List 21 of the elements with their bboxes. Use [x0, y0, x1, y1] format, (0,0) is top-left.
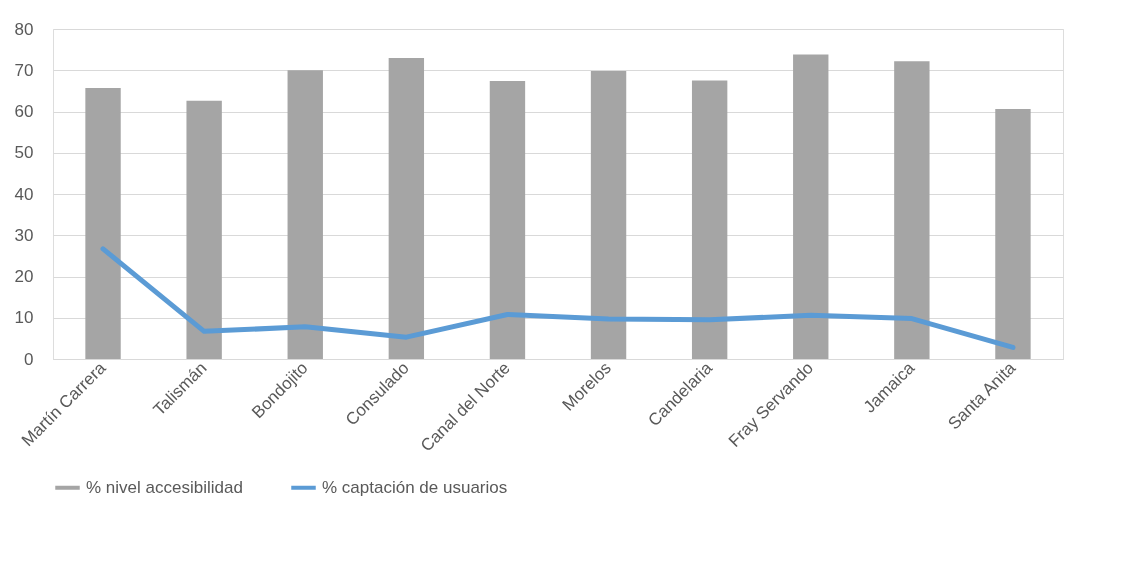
bar: [793, 54, 829, 359]
y-tick-label: 40: [14, 184, 34, 204]
y-tick-label: 70: [14, 60, 34, 80]
bar: [287, 70, 323, 359]
y-tick-label: 10: [14, 308, 34, 328]
y-tick-label: 50: [14, 143, 34, 163]
bar: [590, 71, 627, 359]
legend-label: % nivel accesibilidad: [86, 477, 243, 497]
bar: [186, 100, 222, 359]
bar: [894, 61, 930, 359]
y-tick-label: 80: [14, 19, 34, 39]
bar: [995, 109, 1031, 359]
y-tick-label: 0: [24, 349, 34, 369]
bar: [85, 87, 121, 359]
bar: [489, 80, 526, 359]
y-tick-label: 20: [14, 267, 34, 286]
y-tick-label: 30: [14, 225, 34, 245]
bar: [691, 80, 728, 359]
legend-label: % captación de usuarios: [322, 477, 508, 497]
y-tick-label: 60: [14, 102, 34, 121]
bar: [388, 57, 425, 359]
